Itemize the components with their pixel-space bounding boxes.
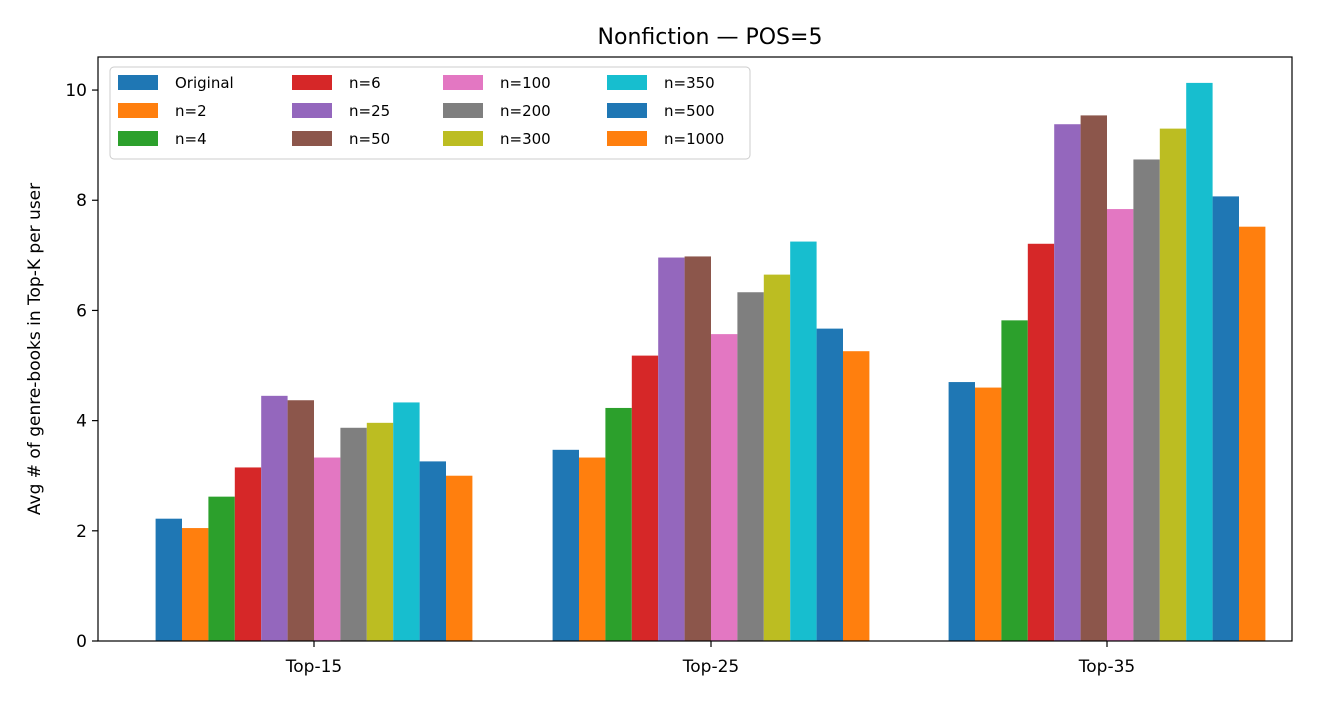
bar [1054, 124, 1081, 642]
bar [393, 402, 420, 641]
bar [1133, 159, 1160, 642]
bar [1001, 320, 1028, 641]
x-tick-label: Top-15 [285, 657, 342, 677]
legend-swatch [607, 103, 647, 118]
bars-group [155, 82, 1266, 642]
legend-swatch [118, 131, 158, 146]
legend-swatch [443, 103, 483, 118]
bar [314, 457, 341, 641]
legend-box [109, 66, 751, 160]
legend-label: n=200 [500, 102, 551, 120]
bar [975, 387, 1002, 641]
bar [658, 257, 685, 641]
legend-label: n=4 [175, 130, 207, 148]
bar [340, 427, 367, 641]
legend-label: n=50 [349, 130, 390, 148]
legend-swatch [607, 131, 647, 146]
legend-label: Original [175, 74, 234, 92]
bar [287, 400, 314, 641]
bar [1186, 82, 1213, 641]
bar [1080, 115, 1107, 641]
bar [684, 256, 711, 641]
y-tick-label: 0 [76, 632, 87, 652]
bar [366, 422, 394, 641]
legend-label: n=300 [500, 130, 551, 148]
y-tick-label: 6 [76, 301, 87, 321]
y-axis: 0 2 4 6 8 10 [65, 81, 98, 652]
bar [737, 292, 764, 641]
bar [816, 328, 843, 641]
x-axis: Top-15 Top-25 Top-35 [285, 641, 1135, 677]
bar [1107, 209, 1134, 641]
bar [182, 528, 209, 641]
y-tick-label: 2 [76, 522, 87, 542]
bar [948, 382, 975, 641]
bar [155, 518, 182, 641]
bar [1159, 128, 1187, 641]
chart-title: Nonfiction — POS=5 [598, 25, 823, 50]
bar [763, 274, 791, 641]
legend-swatch [443, 75, 483, 90]
legend-label: n=25 [349, 102, 390, 120]
legend-swatch [118, 103, 158, 118]
bar [446, 475, 473, 641]
x-tick-label: Top-35 [1078, 657, 1135, 677]
bar [208, 496, 235, 641]
legend-label: n=6 [349, 74, 381, 92]
legend-swatch [607, 75, 647, 90]
legend-swatch [292, 103, 332, 118]
bar [1212, 196, 1239, 641]
legend-swatch [118, 75, 158, 90]
legend: Original n=2 n=4 n=6 n=25 n=50 n=100 n=200 n=300… [109, 66, 751, 160]
bar [711, 334, 738, 641]
legend-swatch [443, 131, 483, 146]
legend-label: n=2 [175, 102, 207, 120]
bar [605, 407, 632, 641]
bar [552, 449, 579, 641]
legend-swatch [292, 75, 332, 90]
legend-label: n=350 [664, 74, 715, 92]
y-tick-label: 4 [76, 412, 87, 432]
legend-label: n=100 [500, 74, 551, 92]
bar [579, 457, 606, 641]
legend-label: n=1000 [664, 130, 724, 148]
legend-label: n=500 [664, 102, 715, 120]
y-axis-label: Avg # of genre-books in Top-K per user [25, 183, 45, 515]
bar [790, 241, 817, 641]
x-tick-label: Top-25 [682, 657, 739, 677]
bar [631, 355, 659, 641]
bar [1027, 243, 1055, 641]
legend-swatch [292, 131, 332, 146]
bar [1239, 226, 1266, 641]
bar [234, 467, 262, 641]
y-tick-label: 10 [65, 81, 87, 101]
bar [843, 351, 870, 641]
bar [261, 395, 288, 641]
plot-frame [97, 56, 1293, 642]
bar [419, 461, 446, 641]
y-tick-label: 8 [76, 191, 87, 211]
